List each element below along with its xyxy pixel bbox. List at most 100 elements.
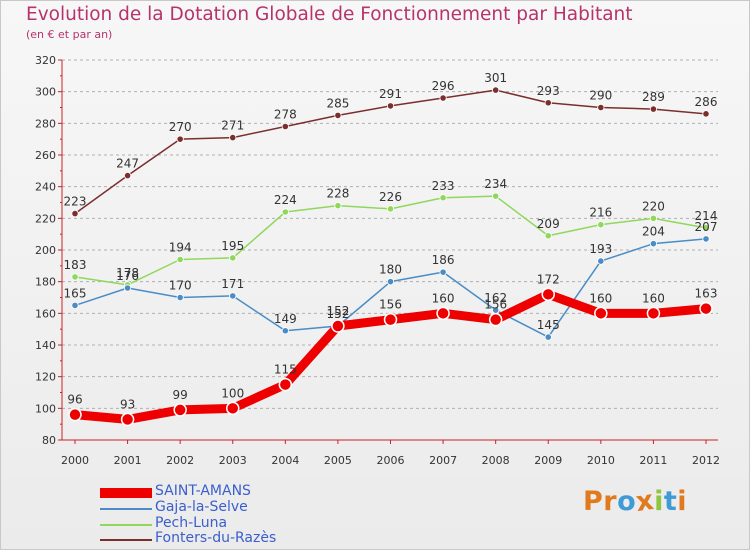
data-point[interactable] [229,254,237,262]
data-label: 186 [432,253,455,267]
data-label: 160 [432,291,455,305]
data-point[interactable] [646,306,661,321]
data-point[interactable] [439,194,447,202]
data-point[interactable] [594,306,608,321]
proxiti-logo: Proxiti [583,484,687,519]
x-tick-label: 2002 [166,454,194,467]
y-tick-label: 160 [35,307,56,320]
data-point[interactable] [436,306,450,321]
data-point[interactable] [123,171,132,180]
y-tick-label: 100 [35,402,56,415]
data-point[interactable] [71,273,79,281]
data-labels: 223 247 270 271 278 285 291 296 301 293 290 289 286 1… [64,71,718,411]
y-tick-label: 320 [35,54,56,67]
y-tick-label: 180 [35,276,56,289]
data-point[interactable] [597,221,605,229]
data-label: 149 [274,312,297,326]
data-point[interactable] [386,102,395,110]
chart-subtitle: (en € et par an) [26,28,113,41]
y-tick-label: 260 [35,149,56,162]
legend-swatch [100,508,152,510]
data-point[interactable] [439,268,447,276]
data-label: 163 [695,287,718,301]
y-tick-label: 240 [35,181,56,194]
data-point[interactable] [334,202,342,210]
x-tick-label: 2003 [219,454,247,467]
data-point[interactable] [278,377,293,392]
data-point[interactable] [226,401,240,416]
data-label: 278 [274,108,297,122]
data-point[interactable] [649,240,658,248]
data-point[interactable] [597,257,605,265]
data-point[interactable] [699,301,713,316]
series-lines [68,86,713,427]
data-label: 160 [589,291,612,305]
data-label: 301 [484,71,507,85]
data-point[interactable] [492,86,500,94]
data-label: 195 [221,239,244,253]
data-point[interactable] [176,135,184,143]
data-label: 224 [274,193,297,207]
data-point[interactable] [120,412,135,427]
data-label: 171 [221,277,244,291]
data-point[interactable] [544,333,552,341]
data-point[interactable] [702,110,710,118]
data-point[interactable] [173,403,187,417]
y-tick-label: 200 [35,244,56,257]
data-point[interactable] [702,235,710,243]
data-label: 271 [221,119,244,133]
data-point[interactable] [544,232,552,240]
data-point[interactable] [488,312,503,327]
data-point[interactable] [702,224,710,232]
axes: 80 100 120 140 160 180 200 220 240 260 280 300 320 20… [35,54,720,467]
data-label: 194 [169,241,192,255]
data-point[interactable] [71,209,79,218]
data-label: 193 [589,242,612,256]
x-tick-label: 2001 [114,454,142,467]
data-point[interactable] [123,284,132,292]
x-tick-label: 2009 [534,454,562,467]
data-point[interactable] [229,133,237,142]
data-label: 226 [379,190,402,204]
x-tick-label: 2000 [61,454,89,467]
data-point[interactable] [281,327,289,335]
data-point[interactable] [383,312,398,327]
x-tick-label: 2010 [587,454,615,467]
data-point[interactable] [71,301,79,310]
data-point[interactable] [541,287,555,302]
logo-letter: P [583,486,604,517]
data-label: 156 [379,298,402,312]
data-point[interactable] [331,319,345,333]
data-point[interactable] [597,103,605,112]
data-point[interactable] [281,122,289,131]
data-point[interactable] [334,111,342,120]
logo-letter: x [634,484,657,519]
data-point[interactable] [649,214,658,222]
grid-lines [62,59,718,441]
data-point[interactable] [229,292,237,300]
data-point[interactable] [492,192,500,200]
data-label: 234 [484,177,507,191]
data-label: 152 [326,304,349,318]
chart-title: Evolution de la Dotation Globale de Fonc… [26,4,633,25]
y-tick-label: 220 [35,212,56,225]
y-tick-label: 120 [35,371,56,384]
data-point[interactable] [386,205,395,213]
data-label: 93 [120,397,135,411]
data-point[interactable] [176,293,184,302]
data-label: 99 [173,388,188,402]
data-point[interactable] [281,208,289,216]
data-point[interactable] [649,105,658,113]
y-tick-label: 280 [35,117,56,130]
data-label: 207 [695,220,718,234]
legend-label: Pech-Luna [155,515,228,531]
data-point[interactable] [544,99,552,107]
data-label: 209 [537,217,560,231]
x-tick-label: 2004 [271,454,299,467]
data-point[interactable] [68,407,82,422]
data-point[interactable] [176,255,184,264]
data-label: 293 [537,84,560,98]
data-point[interactable] [439,94,447,102]
data-point[interactable] [386,278,395,286]
